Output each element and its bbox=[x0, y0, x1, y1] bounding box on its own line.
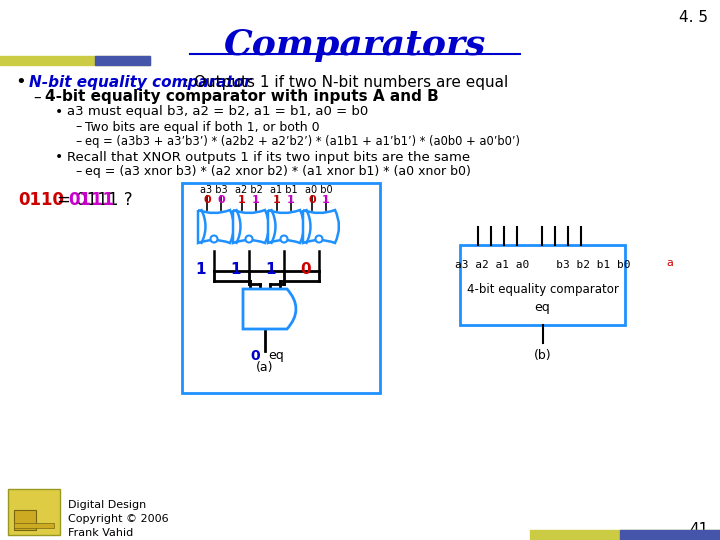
Text: –: – bbox=[33, 90, 40, 105]
Text: 0: 0 bbox=[301, 261, 311, 276]
Text: 0: 0 bbox=[308, 195, 316, 205]
Text: 1: 1 bbox=[322, 195, 330, 205]
Circle shape bbox=[281, 235, 287, 242]
Text: a3 b3: a3 b3 bbox=[200, 185, 228, 195]
Text: eq: eq bbox=[268, 349, 284, 362]
Text: (b): (b) bbox=[534, 348, 552, 361]
Circle shape bbox=[315, 235, 323, 242]
Text: 1: 1 bbox=[266, 261, 276, 276]
Text: 0110: 0110 bbox=[18, 191, 64, 209]
Text: eq = (a3 xnor b3) * (a2 xnor b2) * (a1 xnor b1) * (a0 xnor b0): eq = (a3 xnor b3) * (a2 xnor b2) * (a1 x… bbox=[85, 165, 471, 179]
Text: 0: 0 bbox=[217, 195, 225, 205]
Bar bbox=[530, 530, 720, 540]
Text: •: • bbox=[55, 150, 63, 164]
Text: eq = (a3b3 + a3’b3’) * (a2b2 + a2’b2’) * (a1b1 + a1’b1’) * (a0b0 + a0’b0’): eq = (a3b3 + a3’b3’) * (a2b2 + a2’b2’) *… bbox=[85, 136, 520, 148]
Text: 0: 0 bbox=[250, 349, 260, 363]
Text: = 0111 ?: = 0111 ? bbox=[57, 191, 132, 209]
Text: 1: 1 bbox=[252, 195, 260, 205]
PathPatch shape bbox=[233, 210, 269, 243]
Text: 4-bit equality comparator: 4-bit equality comparator bbox=[467, 282, 618, 295]
Text: 1: 1 bbox=[196, 261, 206, 276]
Text: –: – bbox=[75, 120, 81, 133]
Text: 1: 1 bbox=[230, 261, 241, 276]
Text: : Outputs 1 if two N-bit numbers are equal: : Outputs 1 if two N-bit numbers are equ… bbox=[184, 75, 508, 90]
Text: a3 a2 a1 a0    b3 b2 b1 b0: a3 a2 a1 a0 b3 b2 b1 b0 bbox=[455, 260, 630, 270]
Circle shape bbox=[210, 235, 217, 242]
Text: •: • bbox=[15, 73, 26, 91]
Bar bbox=[0, 56, 150, 65]
Text: 1: 1 bbox=[273, 195, 281, 205]
Text: 0: 0 bbox=[203, 195, 211, 205]
PathPatch shape bbox=[268, 210, 304, 243]
Text: a0 b0: a0 b0 bbox=[305, 185, 333, 195]
Text: 41: 41 bbox=[689, 523, 708, 537]
Bar bbox=[8, 489, 60, 535]
Text: –: – bbox=[75, 136, 81, 148]
Bar bbox=[620, 530, 720, 540]
PathPatch shape bbox=[303, 210, 339, 243]
Circle shape bbox=[246, 235, 253, 242]
Bar bbox=[182, 183, 380, 393]
Text: eq: eq bbox=[535, 301, 550, 314]
Text: –: – bbox=[75, 165, 81, 179]
Text: •: • bbox=[55, 105, 63, 119]
Text: 4. 5: 4. 5 bbox=[679, 10, 708, 25]
Text: a3 must equal b3, a2 = b2, a1 = b1, a0 = b0: a3 must equal b3, a2 = b2, a1 = b1, a0 =… bbox=[67, 105, 368, 118]
Text: 1: 1 bbox=[238, 195, 246, 205]
Text: 4-bit equality comparator with inputs A and B: 4-bit equality comparator with inputs A … bbox=[45, 90, 438, 105]
Text: Two bits are equal if both 1, or both 0: Two bits are equal if both 1, or both 0 bbox=[85, 120, 320, 133]
Text: a: a bbox=[667, 258, 673, 268]
Text: 0111: 0111 bbox=[68, 191, 114, 209]
Bar bbox=[95, 56, 150, 65]
Text: a1 b1: a1 b1 bbox=[270, 185, 298, 195]
Bar bbox=[14, 523, 54, 528]
PathPatch shape bbox=[243, 289, 296, 329]
Text: (a): (a) bbox=[256, 361, 274, 374]
Text: Digital Design
Copyright © 2006
Frank Vahid: Digital Design Copyright © 2006 Frank Va… bbox=[68, 500, 168, 538]
Text: Recall that XNOR outputs 1 if its two input bits are the same: Recall that XNOR outputs 1 if its two in… bbox=[67, 151, 470, 164]
Text: N-bit equality comparator: N-bit equality comparator bbox=[29, 75, 251, 90]
Text: Comparators: Comparators bbox=[224, 28, 486, 62]
PathPatch shape bbox=[198, 210, 234, 243]
Text: a2 b2: a2 b2 bbox=[235, 185, 263, 195]
Bar bbox=[460, 245, 625, 325]
Bar bbox=[14, 510, 36, 530]
Text: 1: 1 bbox=[287, 195, 295, 205]
